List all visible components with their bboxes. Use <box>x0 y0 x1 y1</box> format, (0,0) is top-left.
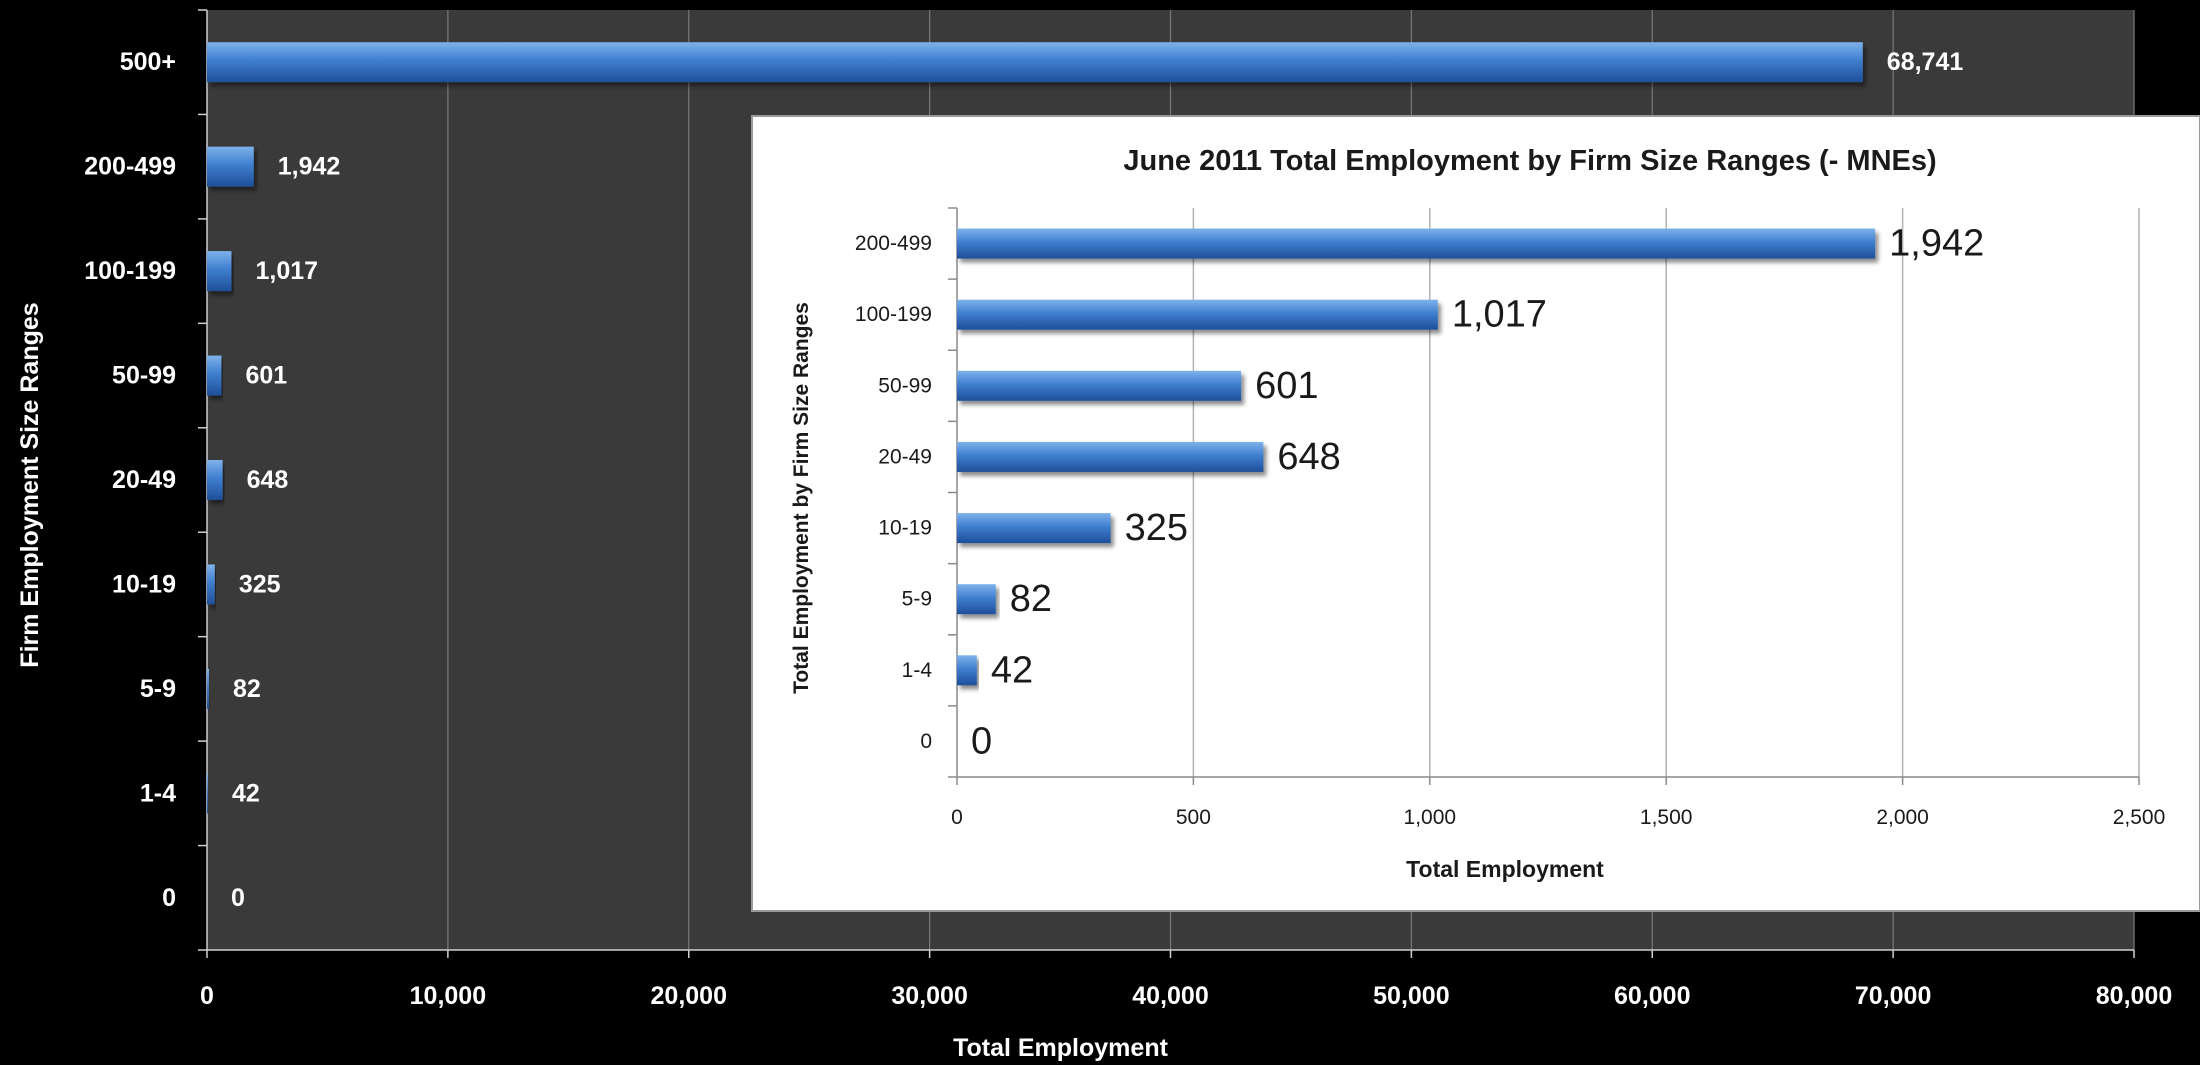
main-bar <box>207 146 254 187</box>
inset-chart: June 2011 Total Employment by Firm Size … <box>751 115 2200 912</box>
main-x-tick-label: 80,000 <box>2096 982 2172 1010</box>
main-bar <box>207 42 1863 83</box>
main-bars <box>207 42 1863 814</box>
inset-x-tick-label: 0 <box>951 806 963 829</box>
inset-value-label: 648 <box>1277 436 1340 478</box>
inset-bar <box>957 655 977 686</box>
inset-chart-title: June 2011 Total Employment by Firm Size … <box>1123 145 1936 177</box>
inset-value-label: 42 <box>991 649 1033 691</box>
main-value-label: 68,741 <box>1887 48 1964 76</box>
main-x-tick-label: 50,000 <box>1373 982 1449 1010</box>
inset-bar <box>957 441 1264 472</box>
inset-x-tick-label: 2,500 <box>2113 806 2166 829</box>
inset-value-label: 601 <box>1255 365 1318 407</box>
main-x-tick-label: 60,000 <box>1614 982 1690 1010</box>
main-bar <box>207 773 209 814</box>
main-category-label: 0 <box>162 884 176 912</box>
main-x-tick-labels: 0 10,000 20,000 30,000 40,000 50,000 60,000 70,… <box>200 982 2172 1010</box>
main-bar <box>207 251 232 292</box>
main-value-label: 1,017 <box>255 257 318 285</box>
inset-x-tick-label: 1,000 <box>1404 806 1457 829</box>
inset-category-label: 50-99 <box>878 374 932 397</box>
main-bar <box>207 564 215 605</box>
main-category-label: 200-499 <box>84 153 176 181</box>
main-category-labels: 500+ 200-499 100-199 50-99 20-49 10-19 5-9 1-4 0 <box>84 48 176 912</box>
main-category-label: 20-49 <box>112 466 176 494</box>
inset-value-label: 1,017 <box>1452 294 1547 336</box>
inset-category-label: 1-4 <box>902 659 933 682</box>
main-x-tick-label: 70,000 <box>1855 982 1931 1010</box>
main-value-label: 601 <box>245 362 287 390</box>
main-value-label: 0 <box>231 884 245 912</box>
main-category-label: 1-4 <box>140 779 176 807</box>
main-category-label: 10-19 <box>112 570 176 598</box>
main-x-axis-label: Total Employment <box>953 1034 1169 1062</box>
main-category-label: 500+ <box>120 48 176 76</box>
main-value-labels: 68,741 1,942 1,017 601 648 325 82 42 0 <box>231 48 1963 912</box>
inset-bars <box>957 228 1876 686</box>
main-category-label: 100-199 <box>84 257 176 285</box>
inset-value-label: 325 <box>1125 507 1188 549</box>
inset-category-label: 100-199 <box>855 303 932 326</box>
inset-x-tick-label: 1,500 <box>1640 806 1693 829</box>
inset-bar <box>957 584 996 615</box>
main-category-label: 5-9 <box>140 675 176 703</box>
main-value-label: 42 <box>232 779 260 807</box>
main-x-tick-label: 10,000 <box>410 982 486 1010</box>
main-bar <box>207 355 222 396</box>
inset-value-label: 0 <box>971 720 992 762</box>
main-category-label: 50-99 <box>112 362 176 390</box>
main-y-axis-label: Firm Employment Size Ranges <box>16 302 44 667</box>
inset-value-labels: 1,942 1,017 601 648 325 82 42 0 <box>971 223 1984 763</box>
main-bar <box>207 668 209 709</box>
inset-bar <box>957 228 1876 259</box>
inset-bar <box>957 513 1111 544</box>
inset-x-tick-label: 500 <box>1176 806 1211 829</box>
inset-category-label: 5-9 <box>902 588 932 611</box>
inset-x-tick-label: 2,000 <box>1876 806 1929 829</box>
inset-category-label: 0 <box>920 730 932 753</box>
main-value-label: 1,942 <box>278 153 341 181</box>
inset-bar <box>957 370 1242 401</box>
main-bar <box>207 460 223 500</box>
inset-x-tick-labels: 0 500 1,000 1,500 2,000 2,500 <box>951 806 2165 829</box>
main-value-label: 82 <box>233 675 261 703</box>
inset-category-labels: 200-499 100-199 50-99 20-49 10-19 5-9 1-4 0 <box>855 232 932 753</box>
inset-value-label: 1,942 <box>1889 223 1984 265</box>
inset-value-label: 82 <box>1010 578 1052 620</box>
main-x-tick-label: 0 <box>200 982 214 1010</box>
inset-bar <box>957 299 1438 330</box>
main-value-label: 325 <box>239 570 281 598</box>
inset-x-axis-label: Total Employment <box>1406 856 1604 882</box>
main-value-label: 648 <box>247 466 289 494</box>
inset-y-axis-label: Total Employment by Firm Size Ranges <box>790 302 813 694</box>
inset-category-label: 20-49 <box>878 445 932 468</box>
inset-category-label: 200-499 <box>855 232 932 255</box>
main-x-tick-label: 30,000 <box>891 982 967 1010</box>
main-x-tick-label: 40,000 <box>1132 982 1208 1010</box>
inset-category-label: 10-19 <box>878 517 932 540</box>
main-x-tick-label: 20,000 <box>651 982 727 1010</box>
